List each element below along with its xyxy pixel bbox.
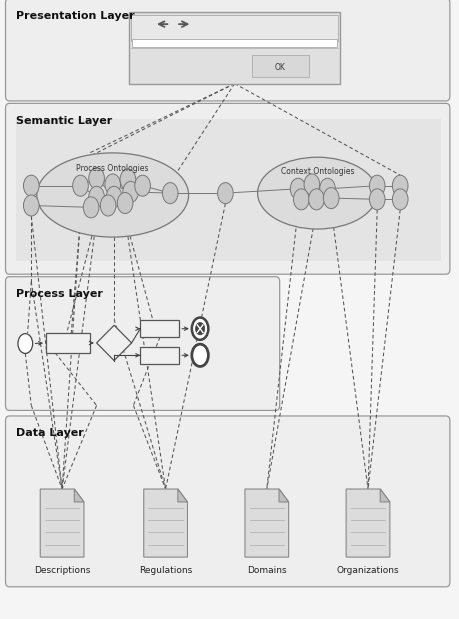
Text: Context Ontologies: Context Ontologies xyxy=(280,167,353,176)
Circle shape xyxy=(191,318,208,340)
Circle shape xyxy=(100,195,116,216)
Text: Semantic Layer: Semantic Layer xyxy=(16,116,112,126)
Text: Regulations: Regulations xyxy=(139,566,192,576)
FancyBboxPatch shape xyxy=(129,12,340,84)
Text: Data Layer: Data Layer xyxy=(16,428,84,438)
FancyBboxPatch shape xyxy=(132,40,336,46)
FancyBboxPatch shape xyxy=(6,277,279,410)
Text: Organizations: Organizations xyxy=(336,566,398,576)
FancyBboxPatch shape xyxy=(131,15,337,41)
FancyBboxPatch shape xyxy=(6,416,449,587)
Text: Descriptions: Descriptions xyxy=(34,566,90,576)
Circle shape xyxy=(117,193,133,214)
FancyBboxPatch shape xyxy=(46,333,90,353)
Circle shape xyxy=(290,178,305,199)
Text: Domains: Domains xyxy=(246,566,286,576)
Polygon shape xyxy=(96,325,131,360)
Circle shape xyxy=(23,175,39,196)
Polygon shape xyxy=(178,489,187,502)
Circle shape xyxy=(323,188,338,209)
Polygon shape xyxy=(279,489,288,502)
Circle shape xyxy=(83,197,99,218)
Circle shape xyxy=(120,169,135,190)
Circle shape xyxy=(217,183,233,204)
Text: Presentation Layer: Presentation Layer xyxy=(16,11,134,20)
Circle shape xyxy=(162,183,178,204)
Polygon shape xyxy=(380,489,389,502)
Text: OK: OK xyxy=(274,63,285,72)
FancyBboxPatch shape xyxy=(6,103,449,274)
Polygon shape xyxy=(74,489,84,502)
FancyBboxPatch shape xyxy=(251,55,308,77)
FancyBboxPatch shape xyxy=(16,119,440,261)
Circle shape xyxy=(308,189,324,210)
Circle shape xyxy=(89,168,104,189)
Circle shape xyxy=(23,195,39,216)
Text: Process Ontologies: Process Ontologies xyxy=(76,164,149,173)
Polygon shape xyxy=(40,489,84,557)
Circle shape xyxy=(73,175,88,196)
Circle shape xyxy=(195,322,204,335)
Text: Process Layer: Process Layer xyxy=(16,289,103,299)
FancyBboxPatch shape xyxy=(140,347,179,364)
Circle shape xyxy=(392,175,407,196)
Circle shape xyxy=(303,174,319,195)
Circle shape xyxy=(191,344,208,366)
Circle shape xyxy=(106,186,122,207)
Polygon shape xyxy=(244,489,288,557)
Circle shape xyxy=(123,181,138,202)
Circle shape xyxy=(18,334,33,353)
Circle shape xyxy=(134,175,150,196)
Polygon shape xyxy=(143,489,187,557)
Ellipse shape xyxy=(257,157,376,229)
Circle shape xyxy=(369,189,384,210)
Circle shape xyxy=(369,175,384,196)
Ellipse shape xyxy=(37,153,188,237)
FancyBboxPatch shape xyxy=(140,320,179,337)
Circle shape xyxy=(293,189,308,210)
FancyBboxPatch shape xyxy=(6,0,449,101)
Circle shape xyxy=(392,189,407,210)
Polygon shape xyxy=(346,489,389,557)
Circle shape xyxy=(89,186,104,207)
Circle shape xyxy=(319,178,335,199)
Circle shape xyxy=(105,174,120,195)
